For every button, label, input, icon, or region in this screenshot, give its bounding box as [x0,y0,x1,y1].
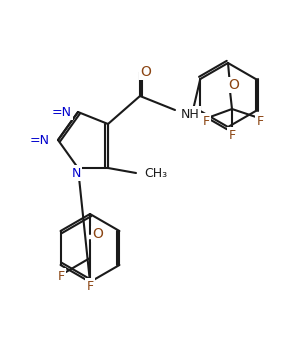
Text: O: O [141,65,151,79]
Text: F: F [203,114,210,127]
Text: =N: =N [52,105,72,118]
Text: NH: NH [181,108,200,121]
Text: O: O [93,227,103,241]
Text: N: N [71,166,81,180]
Text: =N: =N [30,134,50,147]
Text: O: O [228,78,239,92]
Text: F: F [256,114,264,127]
Text: F: F [57,270,65,283]
Text: F: F [228,129,235,141]
Text: F: F [86,279,94,292]
Text: CH₃: CH₃ [144,166,167,180]
